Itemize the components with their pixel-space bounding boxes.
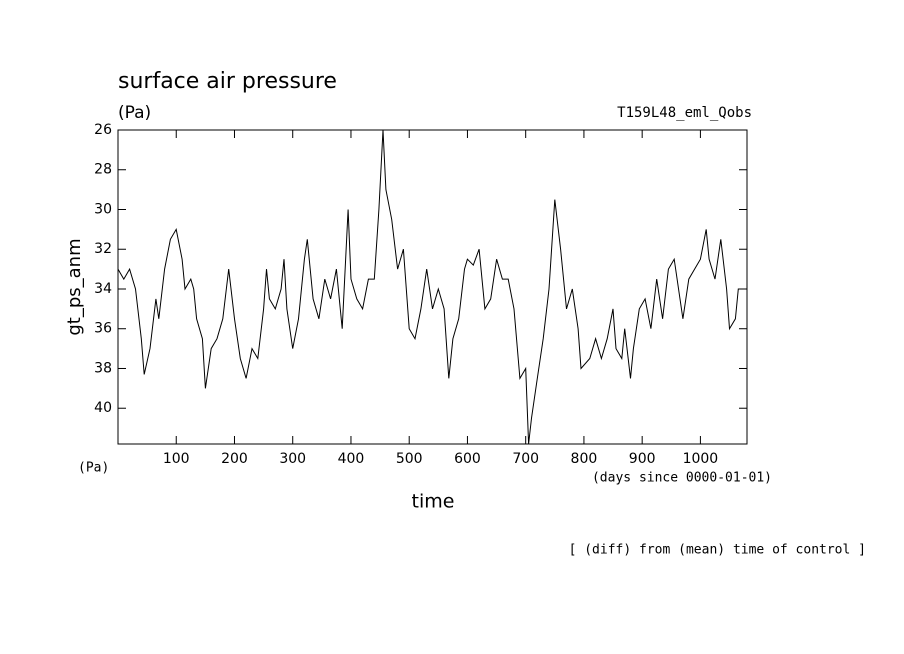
plot-frame — [117, 129, 748, 445]
x-tick-label: 1000 — [683, 451, 719, 467]
chart-subtitle: (Pa) — [118, 103, 151, 123]
x-tick-label: 100 — [163, 451, 190, 467]
x-tick-label: 400 — [338, 451, 365, 467]
y-tick-label: 26 — [94, 122, 112, 138]
y-tick-label: 30 — [94, 201, 112, 217]
x-tick-label: 200 — [221, 451, 248, 467]
x-axis-label: time — [412, 491, 455, 513]
x-tick-label: 300 — [279, 451, 306, 467]
y-tick-label: 32 — [94, 241, 112, 257]
y-tick-label: 34 — [94, 281, 112, 297]
footnote: [ (diff) from (mean) time of control ] — [569, 543, 866, 558]
x-tick-label: 900 — [629, 451, 656, 467]
y-tick-label: 38 — [94, 360, 112, 376]
x-tick-label: 800 — [571, 451, 598, 467]
chart-title: surface air pressure — [118, 69, 337, 94]
x-tick-label: 600 — [454, 451, 481, 467]
annotation: T159L48_eml_Qobs — [617, 105, 752, 121]
data-line — [117, 129, 745, 445]
x-tick-label: 500 — [396, 451, 423, 467]
x-unit: (days since 0000-01-01) — [592, 471, 772, 486]
y-tick-label: 28 — [94, 162, 112, 178]
x-tick-label: 700 — [512, 451, 539, 467]
y-tick-label: 36 — [94, 321, 112, 337]
y-axis-label: gt_ps_anm — [64, 238, 85, 335]
y-unit: (Pa) — [78, 461, 109, 476]
y-tick-label: 40 — [94, 400, 112, 416]
